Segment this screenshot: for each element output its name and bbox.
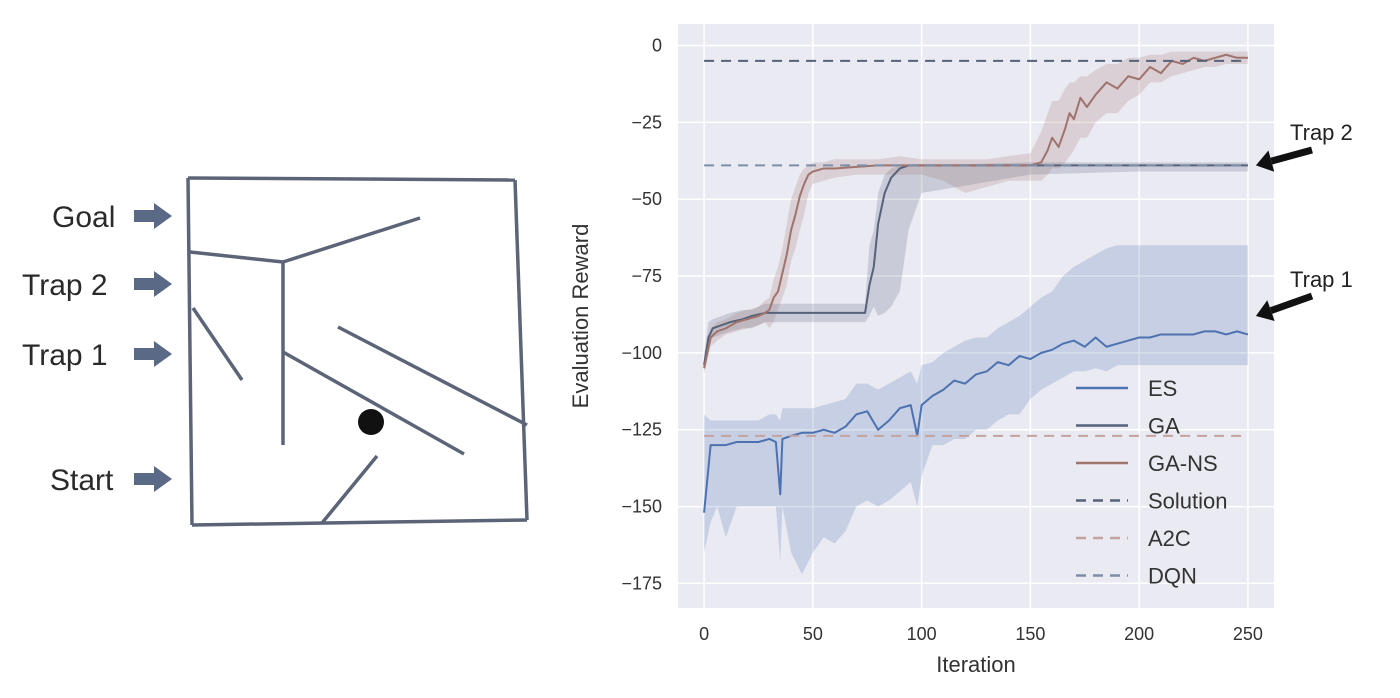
es-line (703, 330, 1249, 513)
annotation-trap-2-arrow-shaft (1270, 146, 1313, 165)
legend-label-ga: GA (1148, 414, 1180, 439)
y-tick-label: −150 (621, 497, 662, 517)
maze-wall-bottom-spur (320, 454, 379, 525)
maze-label-start: Start (50, 464, 172, 497)
annotation-trap-2-arrow-icon (1255, 150, 1275, 172)
trap1-arrow-icon (134, 341, 172, 367)
y-tick-label: −50 (631, 189, 662, 209)
maze-label-trap1: Trap 1 (22, 339, 172, 372)
reward-chart: 0 50 100 150 200 250 0 −25 −50 −75 −100 −125 −150 −17… (568, 24, 1353, 677)
x-tick-label: 50 (803, 624, 823, 644)
maze-wall-diagonal-right (337, 325, 528, 427)
plot-background (678, 24, 1274, 608)
confidence-bands (704, 51, 1248, 575)
x-tick-label: 200 (1124, 624, 1154, 644)
maze-wall-top (187, 176, 516, 182)
grid-lines (678, 24, 1274, 608)
legend-label-solution: Solution (1148, 489, 1228, 514)
y-axis-label: Evaluation Reward (568, 224, 593, 409)
legend: ES GA GA-NS Solution A2C DQN (1076, 376, 1228, 589)
y-tick-label: 0 (652, 36, 662, 56)
y-tick-label: −125 (621, 420, 662, 440)
maze-inner-walls (189, 216, 528, 525)
maze-label-goal-text: Goal (52, 201, 115, 234)
x-tick-label: 150 (1015, 624, 1045, 644)
maze-wall-goal-ledge (189, 250, 284, 264)
legend-label-es: ES (1148, 376, 1177, 401)
ga-ns-line (703, 53, 1248, 369)
chart-panel: 0 50 100 150 200 250 0 −25 −50 −75 −100 −125 −150 −17… (560, 0, 1400, 698)
maze-label-trap2: Trap 2 (22, 269, 172, 302)
maze-label-goal: Goal (52, 201, 172, 234)
maze-panel: Goal Trap 2 Trap 1 Start (0, 0, 560, 698)
maze-wall-left-spur (191, 307, 244, 381)
maze-wall-right (513, 179, 529, 521)
y-tick-label: −100 (621, 343, 662, 363)
tick-labels: 0 50 100 150 200 250 0 −25 −50 −75 −100 −125 −150 −17… (621, 36, 1262, 644)
start-arrow-icon (134, 466, 172, 492)
maze-wall-left (186, 177, 194, 526)
y-tick-label: −25 (631, 112, 662, 132)
x-tick-label: 0 (699, 624, 709, 644)
annotation-trap-1-arrow-icon (1255, 300, 1275, 321)
annotation-trap-2-text: Trap 2 (1290, 120, 1353, 145)
maze-wall-diagonal-top (282, 216, 421, 264)
legend-label-ga-ns: GA-NS (1148, 451, 1218, 476)
es-band (704, 245, 1248, 575)
maze-outer-wall (186, 176, 529, 527)
annotation-trap-1-arrow-shaft (1269, 292, 1314, 314)
y-tick-label: −75 (631, 266, 662, 286)
goal-arrow-icon (134, 203, 172, 229)
maze-label-start-text: Start (50, 464, 114, 497)
legend-label-dqn: DQN (1148, 564, 1197, 589)
agent-dot (358, 409, 384, 435)
x-tick-label: 250 (1233, 624, 1263, 644)
trap2-arrow-icon (134, 271, 172, 297)
x-tick-label: 100 (907, 624, 937, 644)
maze-wall-bottom (191, 518, 528, 527)
y-tick-label: −175 (621, 573, 662, 593)
annotations: Trap 2 Trap 1 (1255, 120, 1353, 321)
ga-band (704, 162, 1248, 372)
annotation-trap-1-text: Trap 1 (1290, 267, 1353, 292)
x-axis-label: Iteration (936, 652, 1016, 677)
maze-wall-diagonal-middle (282, 350, 465, 456)
maze-label-trap2-text: Trap 2 (22, 269, 108, 302)
maze-diagram: Goal Trap 2 Trap 1 Start (22, 176, 529, 527)
maze-label-trap1-text: Trap 1 (22, 339, 108, 372)
series-lines (703, 53, 1249, 513)
legend-label-a2c: A2C (1148, 526, 1191, 551)
